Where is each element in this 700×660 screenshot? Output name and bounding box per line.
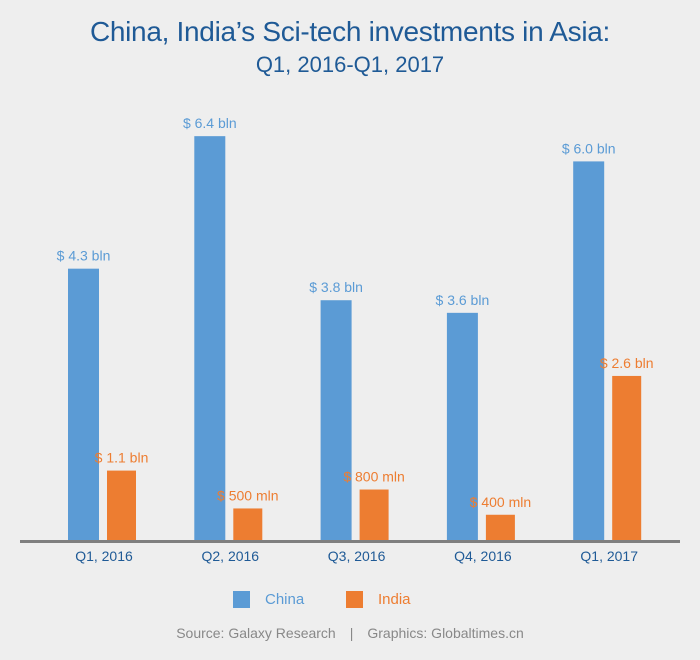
bar-india-3 [485,514,515,540]
value-label-china-3: $ 3.6 bln [436,292,490,308]
value-label-india-1: $ 500 mln [217,487,278,503]
legend-label-china: China [265,590,305,608]
source-text: Source: Galaxy Research [176,625,336,641]
legend-item-india[interactable]: India [346,589,411,609]
legend-swatch-china [233,590,250,608]
x-tick-label-2: Q3, 2016 [328,548,386,564]
value-label-china-2: $ 3.8 bln [309,279,363,295]
legend-swatch-india [346,590,363,608]
x-tick-labels-group: Q1, 2016 Q2, 2016 Q3, 2016 Q4, 2016 Q1, 2017 [75,548,638,564]
value-label-china-1: $ 6.4 bln [183,115,237,131]
bar-china-4 [573,161,605,540]
source-separator: | [349,625,354,641]
value-label-china-0: $ 4.3 bln [57,248,111,264]
x-tick-label-0: Q1, 2016 [75,548,133,564]
chart-subtitle: Q1, 2016-Q1, 2017 [255,52,445,77]
legend-label-india: India [378,590,411,608]
bar-china-0 [68,268,99,540]
x-tick-label-4: Q1, 2017 [580,548,638,564]
bars-group [68,136,642,540]
value-labels-group: $ 4.3 bln $ 1.1 bln $ 6.4 bln $ 500 mln $ 3.… [57,115,654,510]
bar-china-2 [320,300,352,540]
value-label-china-4: $ 6.0 bln [562,140,616,156]
value-label-india-3: $ 400 mln [470,494,531,510]
bar-india-4 [612,375,642,540]
bar-china-1 [194,136,226,540]
bar-india-0 [107,470,136,540]
value-label-india-4: $ 2.6 bln [600,355,654,371]
x-tick-label-1: Q2, 2016 [201,548,259,564]
legend-item-china[interactable]: China [233,589,304,609]
bar-chart: $ 4.3 bln $ 1.1 bln $ 6.4 bln $ 500 mln $ 3.… [20,115,680,564]
value-label-india-2: $ 800 mln [343,469,404,485]
bar-india-2 [359,489,389,540]
source-line: Source: Galaxy Research | Graphics: Global… [0,625,700,641]
value-label-india-0: $ 1.1 bln [95,450,149,466]
bar-india-1 [233,508,263,540]
chart-title: China, India’s Sci-tech investments in A… [89,16,611,47]
graphics-credit: Graphics: Globaltimes.cn [367,625,524,641]
bar-china-3 [446,312,478,540]
x-tick-label-3: Q4, 2016 [454,548,512,564]
legend: China India [0,589,700,609]
